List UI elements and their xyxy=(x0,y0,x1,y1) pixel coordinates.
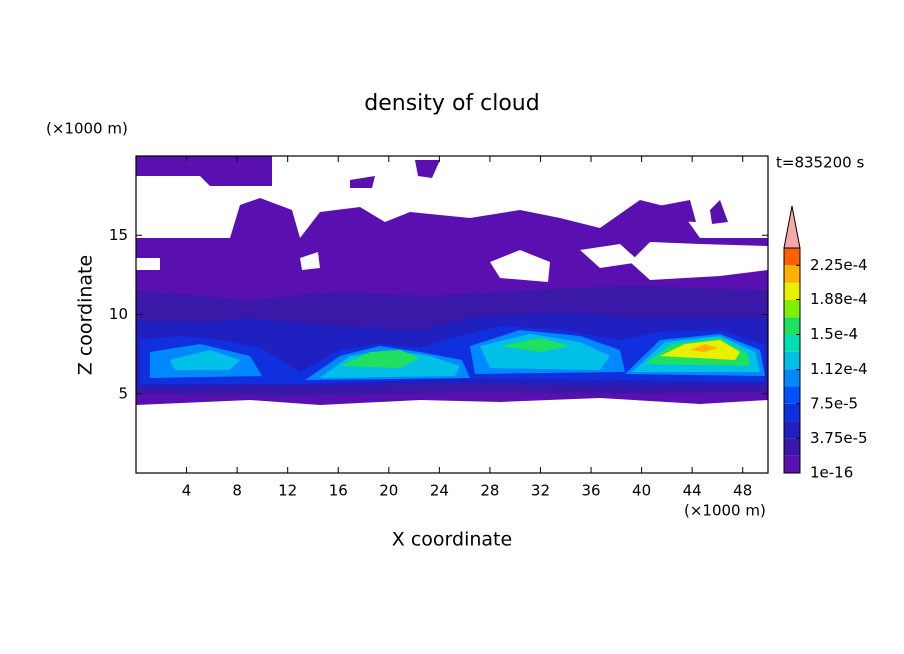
x-tick-label: 4 xyxy=(182,482,192,500)
colorbar-band xyxy=(784,317,800,335)
x-tick-label: 16 xyxy=(329,482,348,500)
colorbar-band xyxy=(784,403,800,422)
colorbar-band xyxy=(784,421,800,439)
contour-field xyxy=(136,156,768,405)
colorbar-band xyxy=(784,455,800,473)
colorbar-band xyxy=(784,248,800,266)
x-tick-label: 24 xyxy=(430,482,449,500)
colorbar-tick-label: 1e-16 xyxy=(810,464,853,482)
chart-title: density of cloud xyxy=(364,91,539,116)
colorbar-band xyxy=(784,282,800,300)
y-tick-label: 5 xyxy=(118,384,128,402)
colorbar-band xyxy=(784,299,800,318)
x-tick-label: 12 xyxy=(278,482,297,500)
x-tick-label: 40 xyxy=(632,482,651,500)
colorbar-tick-label: 1.5e-4 xyxy=(810,325,858,343)
colorbar-tick-label: 7.5e-5 xyxy=(810,394,858,412)
y-tick-label: 10 xyxy=(109,305,128,323)
x-tick-label: 48 xyxy=(733,482,752,500)
colorbar-extend xyxy=(783,205,801,249)
colorbar-band xyxy=(784,265,800,283)
x-tick-label: 32 xyxy=(531,482,550,500)
colorbar-band xyxy=(784,351,800,370)
colorbar-tick-label: 1.88e-4 xyxy=(810,290,868,308)
time-annotation: t=835200 s xyxy=(776,154,864,172)
x-unit: (×1000 m) xyxy=(684,502,766,520)
x-axis-label: X coordinate xyxy=(392,529,512,551)
colorbar-tick-label: 2.25e-4 xyxy=(810,256,868,274)
colorbar-band xyxy=(784,369,800,387)
colorbar-band xyxy=(784,438,800,456)
colorbar-frame xyxy=(783,247,801,474)
x-tick-label: 36 xyxy=(581,482,600,500)
colorbar-band xyxy=(784,334,800,352)
y-axis-label: Z coordinate xyxy=(75,255,97,375)
x-tick-label: 20 xyxy=(379,482,398,500)
y-unit: (×1000 m) xyxy=(46,120,128,138)
x-tick-label: 44 xyxy=(683,482,702,500)
x-tick-label: 28 xyxy=(480,482,499,500)
y-tick-label: 15 xyxy=(109,226,128,244)
x-tick-label: 8 xyxy=(232,482,242,500)
colorbar-band xyxy=(784,386,800,404)
colorbar-tick-label: 3.75e-5 xyxy=(810,429,868,447)
colorbar-tick-label: 1.12e-4 xyxy=(810,360,868,378)
